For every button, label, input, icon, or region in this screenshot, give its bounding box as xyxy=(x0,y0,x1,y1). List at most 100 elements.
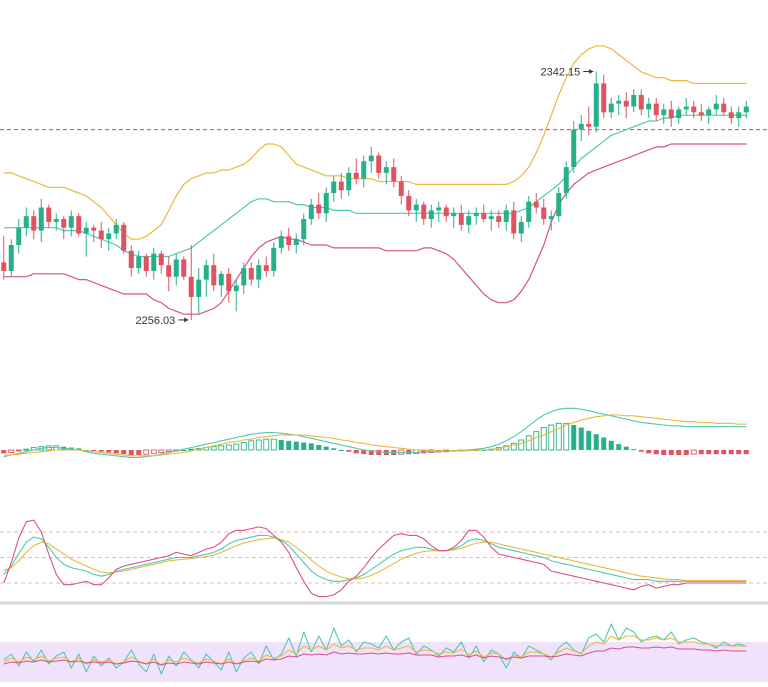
candle-body xyxy=(188,276,194,297)
macd-histogram-bar xyxy=(593,434,599,450)
max-label-arrowhead xyxy=(589,68,594,74)
macd-histogram-bar xyxy=(721,450,727,455)
candle-body xyxy=(728,112,734,119)
max-price-label: 2342.15 xyxy=(540,66,580,78)
candle-body xyxy=(31,216,37,231)
macd-histogram-bar xyxy=(188,448,195,451)
candle-body xyxy=(406,195,412,211)
candle-body xyxy=(586,123,592,127)
candle-body xyxy=(743,106,749,113)
macd-histogram-bar xyxy=(210,446,217,451)
candle-body xyxy=(473,213,479,217)
candle-body xyxy=(533,201,539,208)
candle-body xyxy=(91,227,97,231)
macd-histogram-bar xyxy=(713,450,719,455)
macd-histogram-bar xyxy=(91,450,97,451)
macd-histogram-bar xyxy=(255,439,262,451)
candle-body xyxy=(308,204,314,220)
candle-body xyxy=(151,253,157,271)
macd-histogram-bar xyxy=(346,450,352,452)
candle-body xyxy=(181,259,187,277)
candle-body xyxy=(706,109,712,116)
candle-body xyxy=(241,268,247,286)
macd-histogram-bar xyxy=(563,422,570,451)
macd-histogram-bar xyxy=(353,450,359,454)
candle-body xyxy=(578,123,584,130)
candle-body xyxy=(293,239,299,245)
kdj-d-line xyxy=(3,537,747,582)
candle-body xyxy=(353,172,359,179)
macd-histogram-bar xyxy=(308,443,314,450)
candle-body xyxy=(601,83,607,113)
macd-histogram-bar xyxy=(743,450,749,455)
kdj-j-line xyxy=(3,519,747,598)
candle-body xyxy=(428,210,434,220)
macd-histogram-bar xyxy=(8,449,15,453)
candle-body xyxy=(526,201,532,222)
candle-body xyxy=(451,213,457,217)
macd-histogram-bar xyxy=(76,448,82,450)
macd-histogram-bar xyxy=(218,445,225,451)
candle-body xyxy=(488,216,494,220)
candle-body xyxy=(481,213,487,220)
macd-histogram-bar xyxy=(23,448,30,451)
candle-body xyxy=(556,193,562,217)
candle-body xyxy=(623,100,629,107)
macd-histogram-bar xyxy=(638,450,644,452)
candle-body xyxy=(76,216,82,234)
macd-histogram-bar xyxy=(128,450,134,455)
macd-histogram-bar xyxy=(106,450,112,453)
macd-histogram-bar xyxy=(331,448,337,450)
candle-body xyxy=(8,245,14,271)
macd-panel xyxy=(1,407,749,459)
candle-body xyxy=(46,207,52,222)
candle-body xyxy=(443,207,449,217)
candle-body xyxy=(503,210,509,222)
candle-body xyxy=(661,109,667,116)
candle-body xyxy=(271,247,277,271)
macd-histogram-bar xyxy=(518,439,525,451)
price-panel xyxy=(0,45,768,323)
macd-histogram-bar xyxy=(158,449,165,453)
candle-body xyxy=(653,103,659,116)
candle-body xyxy=(496,216,502,222)
candle-body xyxy=(608,103,614,113)
candle-body xyxy=(436,207,442,211)
macd-histogram-bar xyxy=(286,440,292,450)
candle-body xyxy=(218,273,224,286)
candle-body xyxy=(1,262,7,271)
min-label-arrowhead xyxy=(184,317,189,323)
candle-body xyxy=(166,265,172,277)
macd-histogram-bar xyxy=(548,424,555,451)
macd-histogram-bar xyxy=(233,443,240,451)
rsi-panel xyxy=(0,623,768,682)
macd-histogram-bar xyxy=(601,437,607,450)
macd-histogram-bar xyxy=(690,449,697,455)
candle-body xyxy=(563,167,569,194)
macd-histogram-bar xyxy=(121,450,127,455)
boll-lower-line xyxy=(3,143,747,315)
macd-histogram-bar xyxy=(616,444,622,450)
macd-histogram-bar xyxy=(376,450,382,455)
candle-body xyxy=(548,216,554,220)
macd-histogram-bar xyxy=(683,450,689,455)
candle-body xyxy=(263,265,269,271)
macd-histogram-bar xyxy=(736,450,742,455)
candle-body xyxy=(278,236,284,248)
candle-body xyxy=(676,109,682,119)
candle-body xyxy=(16,227,22,245)
macd-histogram-bar xyxy=(706,450,712,455)
candle-body xyxy=(736,112,742,119)
candle-body xyxy=(136,256,142,269)
macd-histogram-bar xyxy=(181,450,187,451)
boll-mid-line xyxy=(3,114,747,258)
macd-histogram-bar xyxy=(150,449,157,454)
candle-body xyxy=(346,172,352,191)
candle-body xyxy=(391,167,397,182)
candle-body xyxy=(466,216,472,225)
macd-histogram-bar xyxy=(586,430,592,450)
macd-histogram-bar xyxy=(555,422,562,451)
macd-histogram-bar xyxy=(98,450,104,452)
